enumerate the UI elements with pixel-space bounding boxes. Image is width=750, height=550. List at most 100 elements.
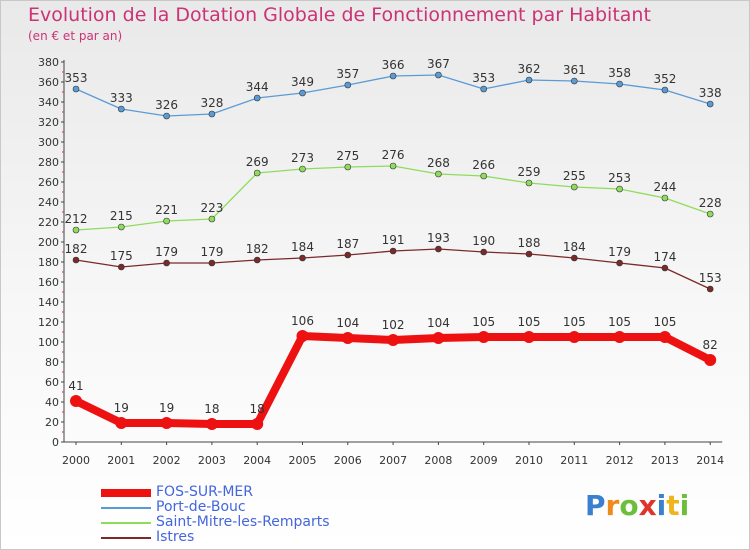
chart-title: Evolution de la Dotation Globale de Fonc… bbox=[28, 4, 651, 26]
data-point-fos-sur-mer bbox=[115, 417, 128, 429]
y-tick-label: 360 bbox=[38, 76, 59, 89]
legend: FOS-SUR-MER Port-de-Bouc Saint-Mitre-les-R… bbox=[101, 484, 401, 546]
y-tick-label: 20 bbox=[45, 416, 59, 429]
data-label-istres: 175 bbox=[110, 249, 133, 263]
data-label-port-de-bouc: 328 bbox=[200, 96, 223, 110]
data-point-port-de-bouc bbox=[208, 110, 216, 118]
legend-label: Port-de-Bouc bbox=[156, 499, 246, 515]
y-tick-label: 80 bbox=[45, 356, 59, 369]
data-label-port-de-bouc: 338 bbox=[699, 86, 722, 100]
data-point-saint-mitre-les-remparts bbox=[570, 183, 578, 191]
data-label-istres: 188 bbox=[518, 236, 541, 250]
data-label-port-de-bouc: 353 bbox=[65, 71, 88, 85]
data-label-istres: 179 bbox=[608, 245, 631, 259]
data-point-saint-mitre-les-remparts bbox=[208, 215, 216, 223]
data-label-port-de-bouc: 367 bbox=[427, 57, 450, 71]
data-point-istres bbox=[706, 285, 714, 293]
data-point-port-de-bouc bbox=[163, 112, 170, 120]
data-label-fos-sur-mer: 18 bbox=[250, 402, 265, 416]
data-point-saint-mitre-les-remparts bbox=[344, 163, 352, 171]
data-label-fos-sur-mer: 41 bbox=[68, 379, 83, 393]
data-point-istres bbox=[389, 247, 397, 255]
data-label-istres: 179 bbox=[200, 245, 223, 259]
data-point-saint-mitre-les-remparts bbox=[163, 217, 170, 225]
data-point-port-de-bouc bbox=[661, 86, 669, 94]
data-point-saint-mitre-les-remparts bbox=[616, 185, 623, 193]
data-point-istres bbox=[253, 256, 261, 264]
y-tick-label: 140 bbox=[38, 296, 59, 309]
data-label-saint-mitre-les-remparts: 215 bbox=[110, 209, 133, 223]
chart-subtitle: (en € et par an) bbox=[28, 29, 123, 43]
data-label-istres: 190 bbox=[472, 234, 495, 248]
y-tick-label: 160 bbox=[38, 276, 59, 289]
data-label-port-de-bouc: 326 bbox=[155, 98, 178, 112]
data-label-istres: 191 bbox=[382, 233, 405, 247]
data-point-fos-sur-mer bbox=[251, 418, 264, 430]
y-tick-label: 240 bbox=[38, 196, 59, 209]
legend-swatch bbox=[101, 522, 151, 524]
data-label-istres: 184 bbox=[291, 240, 314, 254]
data-label-saint-mitre-les-remparts: 273 bbox=[291, 151, 314, 165]
data-point-fos-sur-mer bbox=[658, 331, 671, 343]
data-point-fos-sur-mer bbox=[523, 331, 535, 343]
data-label-fos-sur-mer: 82 bbox=[703, 338, 718, 352]
x-tick-label: 2002 bbox=[153, 454, 181, 467]
y-tick-label: 60 bbox=[45, 376, 59, 389]
data-label-fos-sur-mer: 105 bbox=[563, 315, 586, 329]
legend-swatch bbox=[101, 507, 151, 509]
data-point-saint-mitre-les-remparts bbox=[706, 210, 714, 218]
data-point-saint-mitre-les-remparts bbox=[253, 169, 261, 177]
x-tick-label: 2012 bbox=[606, 454, 634, 467]
data-label-saint-mitre-les-remparts: 223 bbox=[200, 201, 223, 215]
data-point-saint-mitre-les-remparts bbox=[299, 165, 306, 173]
legend-label: Saint-Mitre-les-Remparts bbox=[156, 514, 330, 530]
x-tick-label: 2013 bbox=[651, 454, 679, 467]
data-point-fos-sur-mer bbox=[205, 418, 218, 430]
y-tick-label: 280 bbox=[38, 156, 59, 169]
data-point-fos-sur-mer bbox=[613, 331, 626, 343]
x-tick-label: 2001 bbox=[107, 454, 135, 467]
data-label-port-de-bouc: 358 bbox=[608, 66, 631, 80]
legend-label: FOS-SUR-MER bbox=[156, 484, 254, 500]
data-label-fos-sur-mer: 105 bbox=[472, 315, 495, 329]
x-tick-label: 2010 bbox=[515, 454, 543, 467]
data-label-saint-mitre-les-remparts: 244 bbox=[653, 180, 676, 194]
data-point-saint-mitre-les-remparts bbox=[525, 179, 533, 187]
y-tick-label: 100 bbox=[38, 336, 59, 349]
data-point-port-de-bouc bbox=[616, 80, 623, 88]
data-point-fos-sur-mer bbox=[296, 330, 309, 342]
data-label-saint-mitre-les-remparts: 268 bbox=[427, 156, 450, 170]
legend-item-port-de-bouc: Port-de-Bouc bbox=[101, 499, 401, 516]
data-point-saint-mitre-les-remparts bbox=[661, 194, 669, 202]
y-tick-label: 200 bbox=[38, 236, 59, 249]
data-point-port-de-bouc bbox=[435, 71, 442, 79]
data-point-saint-mitre-les-remparts bbox=[480, 172, 488, 180]
data-label-fos-sur-mer: 105 bbox=[653, 315, 676, 329]
data-point-saint-mitre-les-remparts bbox=[435, 170, 442, 178]
data-label-istres: 179 bbox=[155, 245, 178, 259]
line-chart: 0 20 40 60 80 100 120 140 160 180 200 220 240 260 280 3… bbox=[38, 56, 724, 467]
data-point-port-de-bouc bbox=[72, 85, 80, 93]
data-point-port-de-bouc bbox=[118, 105, 125, 113]
y-tick-label: 40 bbox=[45, 396, 59, 409]
data-label-fos-sur-mer: 19 bbox=[159, 401, 174, 415]
y-tick-label: 180 bbox=[38, 256, 59, 269]
data-label-fos-sur-mer: 102 bbox=[382, 318, 405, 332]
data-point-istres bbox=[570, 254, 578, 262]
legend-swatch bbox=[101, 537, 151, 539]
data-label-istres: 153 bbox=[699, 271, 722, 285]
data-label-fos-sur-mer: 105 bbox=[518, 315, 541, 329]
data-label-saint-mitre-les-remparts: 269 bbox=[246, 155, 269, 169]
y-tick-label: 260 bbox=[38, 176, 59, 189]
data-label-port-de-bouc: 344 bbox=[246, 80, 269, 94]
data-label-fos-sur-mer: 104 bbox=[336, 316, 359, 330]
x-tick-label: 2000 bbox=[62, 454, 90, 467]
data-label-port-de-bouc: 361 bbox=[563, 63, 586, 77]
data-point-istres bbox=[344, 251, 352, 259]
data-label-saint-mitre-les-remparts: 276 bbox=[382, 148, 405, 162]
data-point-fos-sur-mer bbox=[387, 334, 400, 346]
data-label-saint-mitre-les-remparts: 266 bbox=[472, 158, 495, 172]
data-point-fos-sur-mer bbox=[70, 395, 82, 407]
data-point-saint-mitre-les-remparts bbox=[389, 162, 397, 170]
